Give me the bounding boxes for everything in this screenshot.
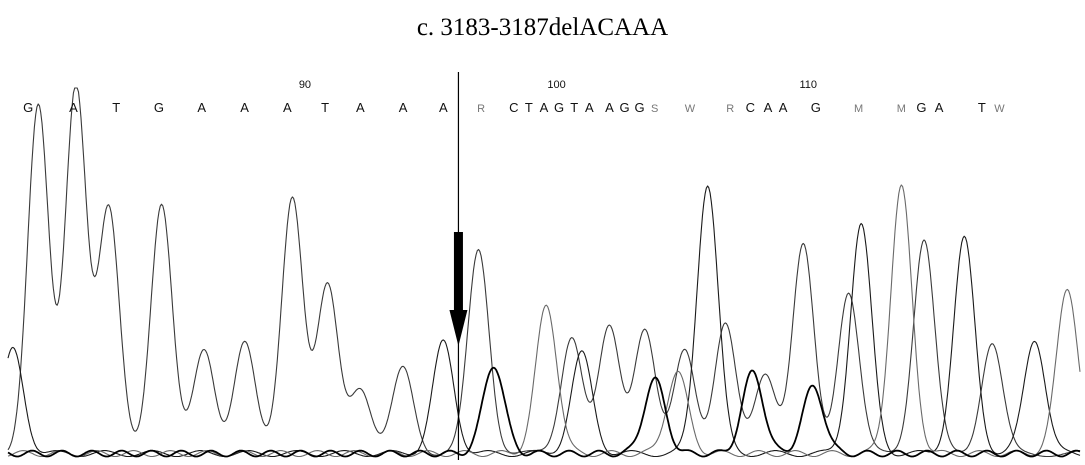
base-call-4: A (197, 100, 206, 115)
base-call-31: A (935, 100, 944, 115)
trace-2 (7, 184, 1081, 458)
base-call-11: R (477, 103, 485, 115)
base-call-0: G (23, 100, 33, 115)
base-call-23: R (726, 103, 734, 115)
base-call-3: G (154, 100, 164, 115)
base-call-26: A (779, 100, 788, 115)
base-call-17: A (585, 100, 594, 115)
chart-title: c. 3183-3187delACAAA (416, 14, 669, 41)
base-call-16: T (570, 100, 578, 115)
mutation-arrow-head (449, 310, 468, 346)
base-call-25: A (764, 100, 773, 115)
base-call-22: W (685, 103, 696, 115)
base-call-7: T (321, 100, 329, 115)
tick-label-1: 100 (547, 79, 565, 91)
base-call-20: G (635, 100, 645, 115)
trace-3 (7, 366, 1081, 458)
base-call-2: T (112, 100, 120, 115)
base-call-19: G (619, 100, 629, 115)
tick-label-0: 90 (299, 79, 311, 91)
base-call-10: A (439, 100, 448, 115)
base-call-24: C (746, 100, 755, 115)
base-call-14: A (540, 100, 549, 115)
base-call-5: A (240, 100, 249, 115)
base-call-29: M (897, 103, 906, 115)
trace-1 (7, 185, 1081, 458)
base-call-30: G (916, 100, 926, 115)
base-call-8: A (356, 100, 365, 115)
base-call-33: W (994, 103, 1005, 115)
base-call-12: C (509, 100, 518, 115)
base-call-9: A (399, 100, 408, 115)
base-call-6: A (283, 100, 292, 115)
base-call-28: M (854, 103, 863, 115)
base-call-21: S (651, 103, 658, 115)
base-call-27: G (811, 100, 821, 115)
base-call-13: T (525, 100, 533, 115)
base-call-15: G (554, 100, 564, 115)
mutation-arrow-shaft (453, 232, 463, 312)
base-call-32: T (978, 100, 986, 115)
tick-label-2: 110 (799, 79, 817, 91)
trace-0 (7, 87, 1080, 458)
base-call-18: A (605, 100, 614, 115)
base-call-1: A (69, 100, 78, 115)
